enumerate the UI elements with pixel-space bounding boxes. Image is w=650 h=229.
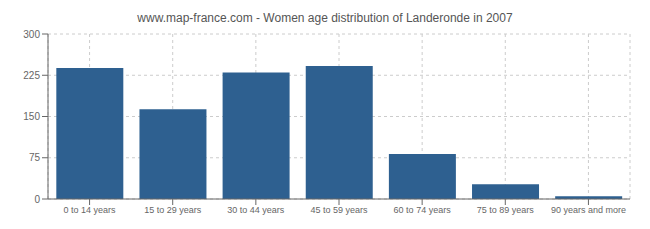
svg-text:75: 75 xyxy=(29,152,41,163)
svg-text:0: 0 xyxy=(34,194,40,205)
svg-text:30 to 44 years: 30 to 44 years xyxy=(227,205,285,215)
svg-text:15 to 29 years: 15 to 29 years xyxy=(144,205,202,215)
svg-text:75 to 89 years: 75 to 89 years xyxy=(477,205,535,215)
svg-text:150: 150 xyxy=(23,111,40,122)
svg-text:45 to 59 years: 45 to 59 years xyxy=(310,205,368,215)
svg-text:300: 300 xyxy=(23,29,40,40)
svg-text:225: 225 xyxy=(23,70,40,81)
svg-text:0 to 14 years: 0 to 14 years xyxy=(64,205,117,215)
html-text:www.map-france.com - Women age: www.map-france.com - Women age distribut… xyxy=(137,11,513,25)
svg-text:90 years and more: 90 years and more xyxy=(551,205,626,215)
svg-text:60 to 74 years: 60 to 74 years xyxy=(394,205,452,215)
